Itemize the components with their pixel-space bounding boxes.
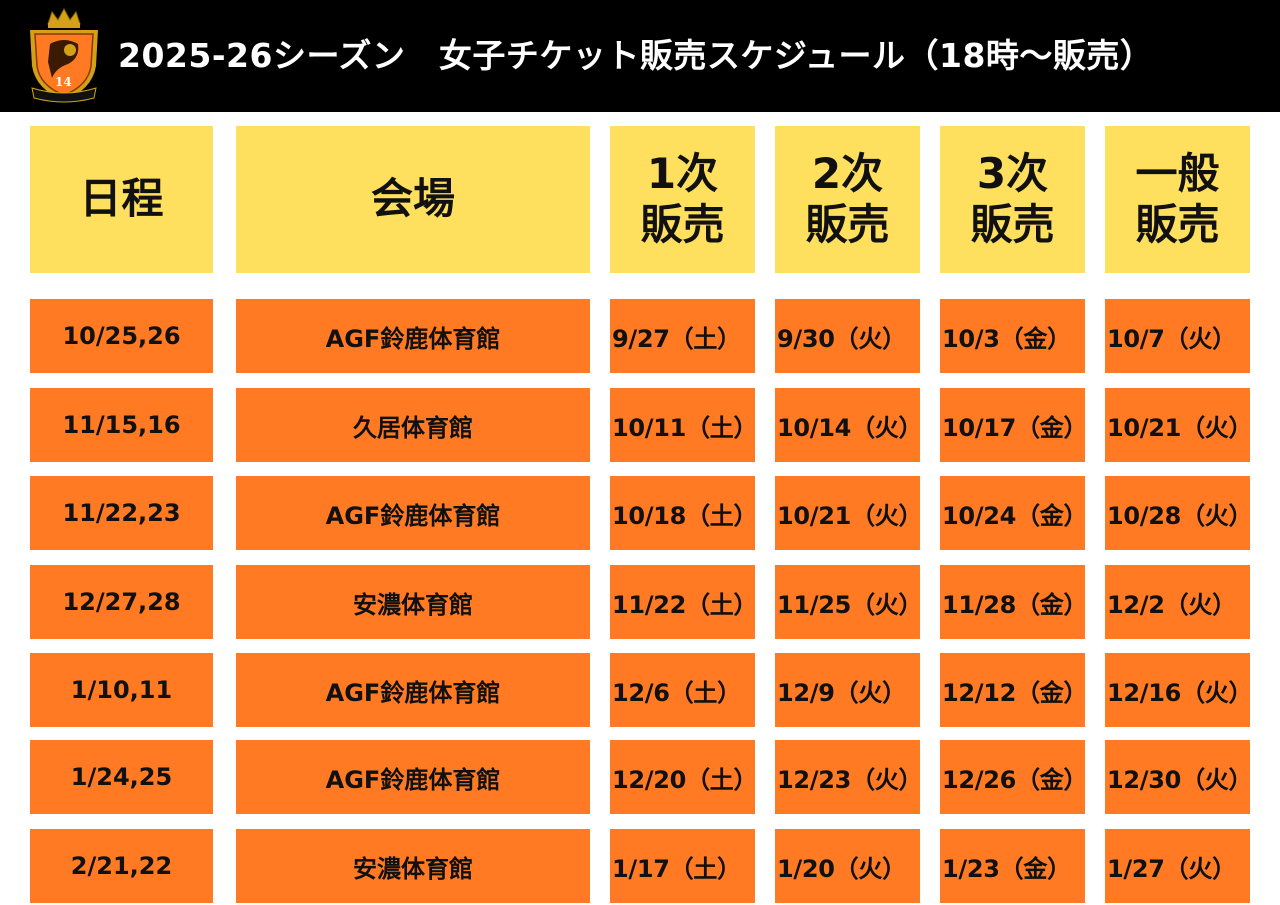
sale2-column-header: 2次 販売 [775, 126, 920, 273]
sale1-cell: 12/20（土） [610, 740, 755, 814]
venue-cell: 久居体育館 [236, 388, 590, 462]
sale1-cell: 10/18（土） [610, 476, 755, 550]
date-cell: 10/25,26 [30, 299, 213, 373]
sale1-column-header: 1次 販売 [610, 126, 755, 273]
sale1-cell: 9/27（土） [610, 299, 755, 373]
sale2-cell: 9/30（火） [775, 299, 920, 373]
sale2-cell: 10/21（火） [775, 476, 920, 550]
sale3-cell: 12/26（金） [940, 740, 1085, 814]
page-title: 2025-26シーズン 女子チケット販売スケジュール（18時〜販売） [118, 36, 1154, 75]
column-header-line1: 2次 [811, 149, 884, 199]
general-cell: 10/28（火） [1105, 476, 1250, 550]
date-cell: 12/27,28 [30, 565, 213, 639]
general-cell: 1/27（火） [1105, 829, 1250, 903]
column-header-line2: 販売 [640, 199, 725, 249]
column-header-line1: 1次 [646, 149, 719, 199]
sale3-column-header: 3次 販売 [940, 126, 1085, 273]
sale3-cell: 10/17（金） [940, 388, 1085, 462]
venue-cell: AGF鈴鹿体育館 [236, 476, 590, 550]
page-header: 14 2025-26シーズン 女子チケット販売スケジュール（18時〜販売） [0, 0, 1280, 112]
sale2-cell: 10/14（火） [775, 388, 920, 462]
general-cell: 12/2（火） [1105, 565, 1250, 639]
column-header-line2: 販売 [1135, 199, 1220, 249]
date-cell: 11/15,16 [30, 388, 213, 462]
general-sale-column-header: 一般 販売 [1105, 126, 1250, 273]
sale3-cell: 10/24（金） [940, 476, 1085, 550]
column-header-line1: 会場 [370, 174, 455, 224]
venue-cell: 安濃体育館 [236, 565, 590, 639]
venue-cell: AGF鈴鹿体育館 [236, 740, 590, 814]
venue-cell: AGF鈴鹿体育館 [236, 653, 590, 727]
date-cell: 2/21,22 [30, 829, 213, 903]
sale3-cell: 1/23（金） [940, 829, 1085, 903]
general-cell: 12/30（火） [1105, 740, 1250, 814]
date-column-header: 日程 [30, 126, 213, 273]
team-crest-icon: 14 [30, 7, 98, 103]
column-header-line1: 日程 [79, 174, 164, 224]
column-header-line2: 販売 [970, 199, 1055, 249]
column-header-line2: 販売 [805, 199, 890, 249]
column-header-line1: 3次 [976, 149, 1049, 199]
venue-cell: 安濃体育館 [236, 829, 590, 903]
sale1-cell: 10/11（土） [610, 388, 755, 462]
venue-column-header: 会場 [236, 126, 590, 273]
column-header-line1: 一般 [1135, 149, 1220, 199]
date-cell: 1/10,11 [30, 653, 213, 727]
general-cell: 10/21（火） [1105, 388, 1250, 462]
general-cell: 10/7（火） [1105, 299, 1250, 373]
sale1-cell: 11/22（土） [610, 565, 755, 639]
venue-cell: AGF鈴鹿体育館 [236, 299, 590, 373]
date-cell: 1/24,25 [30, 740, 213, 814]
general-cell: 12/16（火） [1105, 653, 1250, 727]
sale2-cell: 12/23（火） [775, 740, 920, 814]
sale3-cell: 11/28（金） [940, 565, 1085, 639]
sale3-cell: 12/12（金） [940, 653, 1085, 727]
sale1-cell: 12/6（土） [610, 653, 755, 727]
sale2-cell: 12/9（火） [775, 653, 920, 727]
svg-text:14: 14 [55, 75, 72, 89]
sale2-cell: 1/20（火） [775, 829, 920, 903]
sale1-cell: 1/17（土） [610, 829, 755, 903]
date-cell: 11/22,23 [30, 476, 213, 550]
sale2-cell: 11/25（火） [775, 565, 920, 639]
sale3-cell: 10/3（金） [940, 299, 1085, 373]
